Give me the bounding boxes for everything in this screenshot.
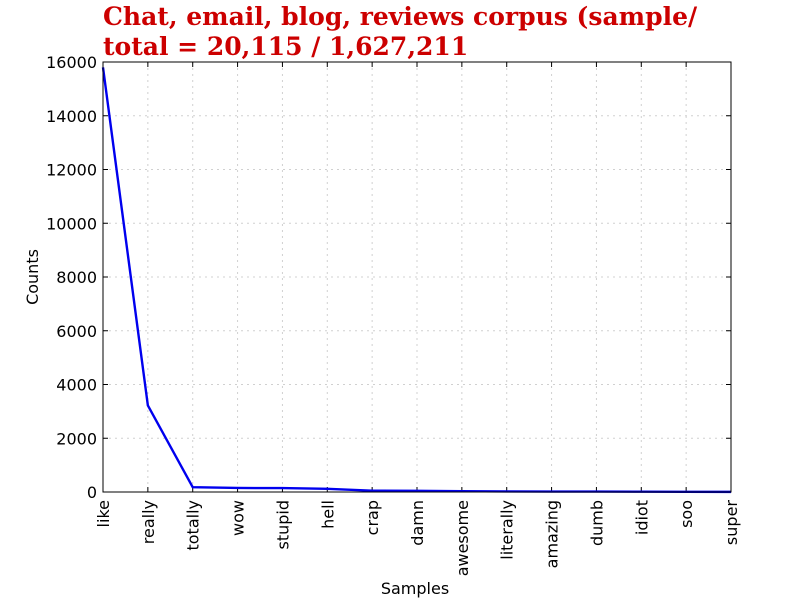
y-tick-label: 14000 bbox=[46, 107, 97, 126]
x-tick-label: super bbox=[722, 500, 741, 545]
y-tick-label: 4000 bbox=[56, 376, 97, 395]
x-tick-label: really bbox=[139, 500, 158, 544]
x-tick-label: amazing bbox=[543, 500, 562, 568]
x-axis-label: Samples bbox=[381, 579, 449, 598]
y-tick-label: 6000 bbox=[56, 322, 97, 341]
x-tick-label: wow bbox=[229, 500, 248, 536]
y-tick-label: 0 bbox=[87, 483, 97, 502]
x-tick-label: totally bbox=[184, 500, 203, 551]
x-tick-label: soo bbox=[677, 500, 696, 528]
x-tick-labels: like really totally wow stupid hell crap damn aw… bbox=[94, 500, 741, 577]
y-tick-label: 8000 bbox=[56, 268, 97, 287]
chart-title-line-2: total = 20,115 / 1,627,211 bbox=[103, 32, 468, 61]
x-tick-label: damn bbox=[408, 500, 427, 546]
x-tick-label: literally bbox=[498, 500, 517, 560]
x-tick-label: dumb bbox=[587, 500, 606, 546]
chart-title-line-1: Chat, email, blog, reviews corpus (sampl… bbox=[103, 2, 698, 31]
x-tick-label: like bbox=[94, 500, 113, 527]
x-tick-label: idiot bbox=[632, 500, 651, 535]
x-tick-label: hell bbox=[318, 500, 337, 529]
x-tick-label: stupid bbox=[273, 500, 292, 550]
y-tick-label: 2000 bbox=[56, 429, 97, 448]
y-tick-labels: 0 2000 4000 6000 8000 10000 12000 14000 16000 bbox=[46, 53, 97, 502]
grid bbox=[103, 62, 731, 492]
y-axis-label: Counts bbox=[23, 249, 42, 305]
x-tick-label: awesome bbox=[453, 500, 472, 576]
y-tick-label: 10000 bbox=[46, 214, 97, 233]
plot-frame bbox=[102, 61, 732, 493]
y-tick-label: 16000 bbox=[46, 53, 97, 72]
y-tick-label: 12000 bbox=[46, 161, 97, 180]
x-tick-label: crap bbox=[363, 500, 382, 535]
